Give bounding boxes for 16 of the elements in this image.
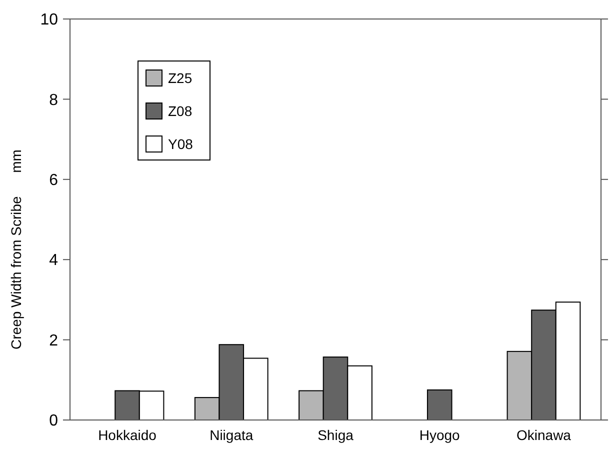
legend-label: Z25	[168, 70, 192, 86]
y-tick-label: 8	[49, 92, 58, 109]
y-tick-label: 4	[49, 252, 58, 270]
x-tick-label: Shiga	[318, 427, 354, 443]
x-tick-label: Hokkaido	[98, 427, 157, 443]
legend-label: Z08	[168, 102, 192, 119]
y-tick-label: 10	[40, 12, 58, 29]
x-tick-label: Okinawa	[516, 427, 572, 443]
y-tick-label: 6	[49, 172, 58, 189]
bar	[426, 389, 452, 420]
y-axis-title: Creep Width from Scribe mm	[8, 150, 24, 350]
legend-label: Y08	[168, 136, 194, 152]
x-tick-label: Hyogo	[419, 427, 460, 443]
x-tick-label: Niigata	[210, 427, 254, 443]
y-tick-label: 0	[49, 412, 58, 430]
y-tick-label: 2	[49, 332, 58, 350]
